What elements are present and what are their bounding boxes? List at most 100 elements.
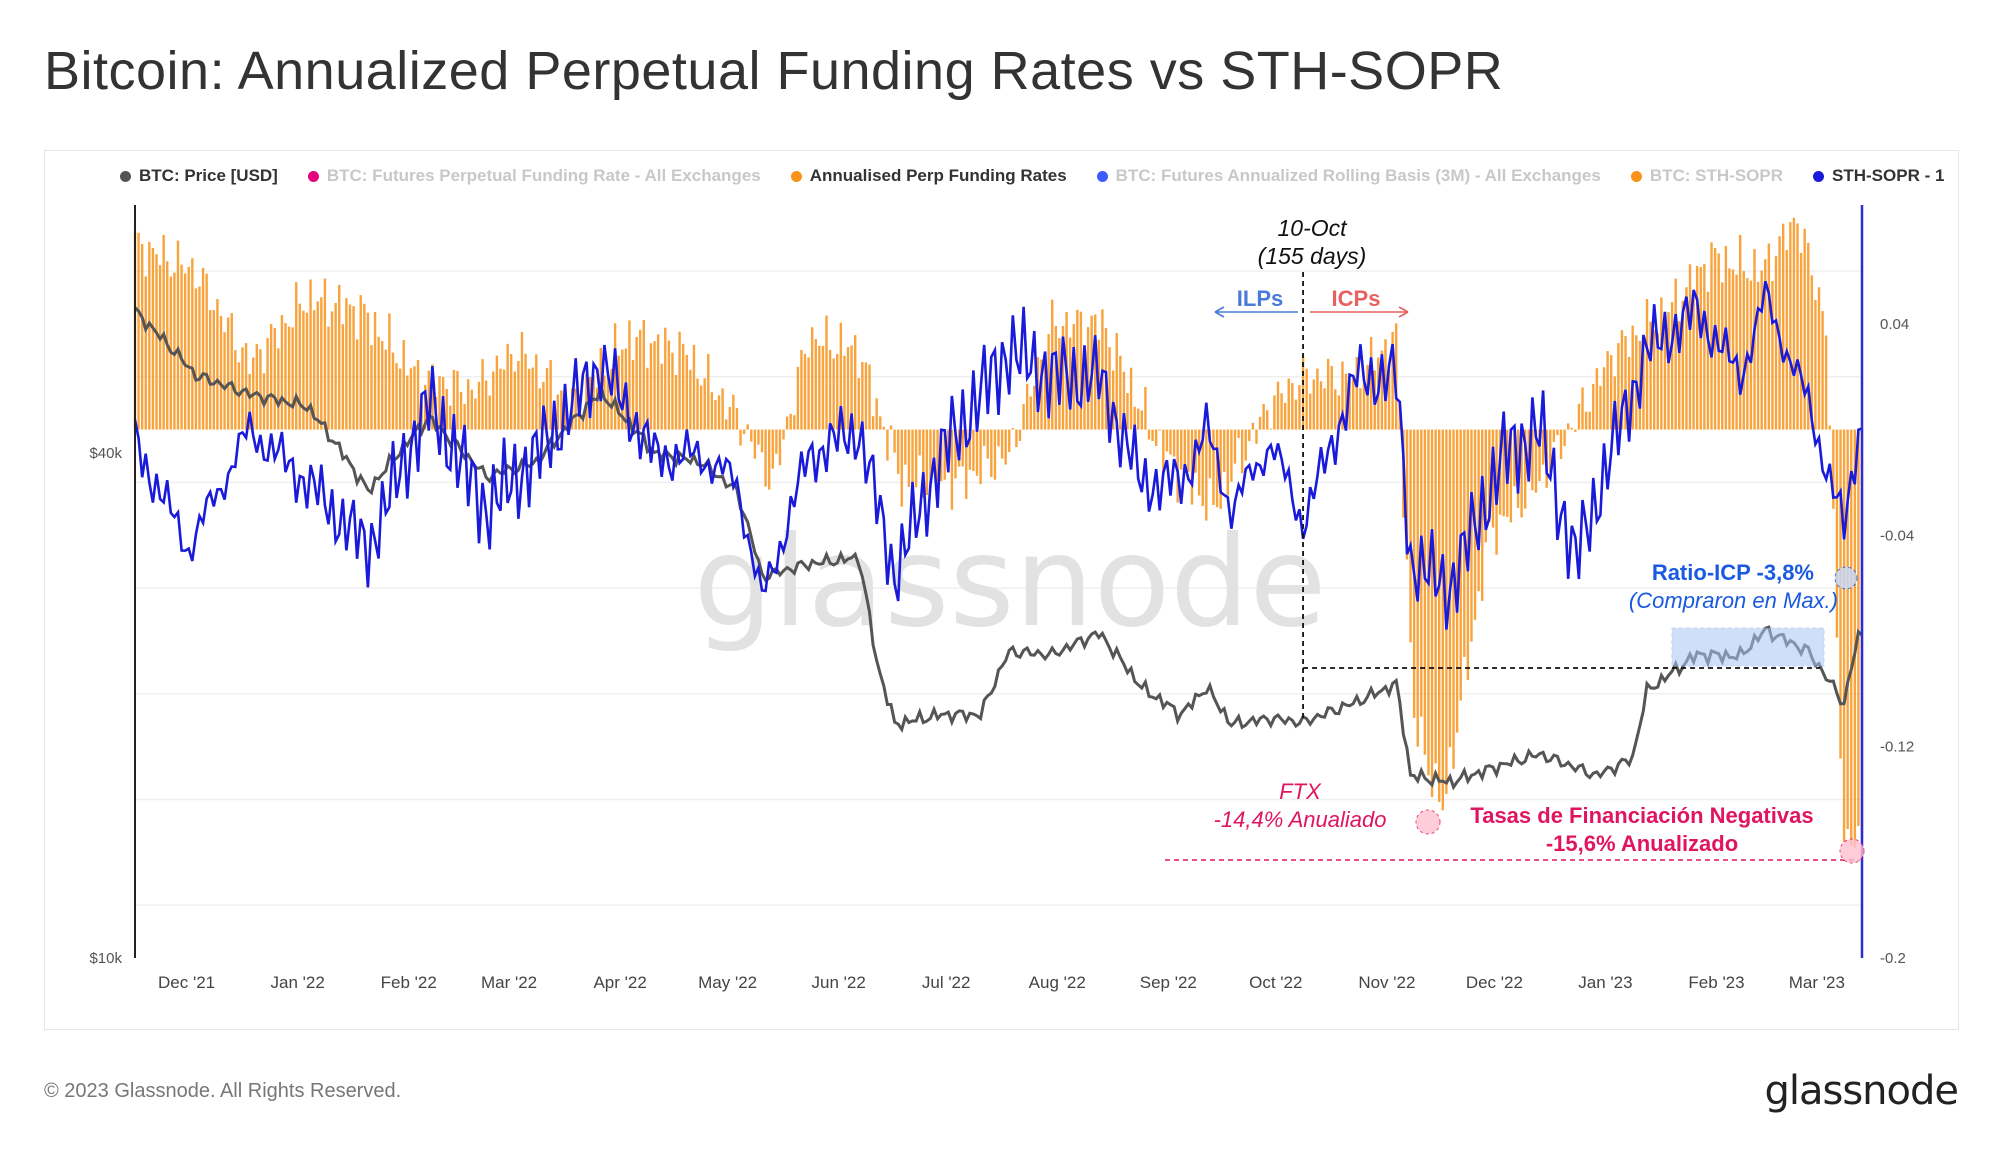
funding-bar <box>219 315 223 430</box>
funding-bar <box>506 343 509 430</box>
funding-bar <box>291 327 294 430</box>
funding-bar <box>871 416 875 430</box>
funding-bar <box>1226 429 1230 496</box>
right-tick-label: 0.04 <box>1880 316 1909 333</box>
funding-bar <box>1538 429 1541 482</box>
funding-bar <box>148 241 151 430</box>
legend-dot-icon <box>120 170 131 182</box>
funding-bar <box>656 334 660 430</box>
icps-arrowhead <box>1398 306 1409 318</box>
funding-bar <box>1756 281 1760 430</box>
funding-bar <box>481 359 484 430</box>
funding-bar <box>284 323 287 430</box>
funding-bar <box>1262 403 1265 430</box>
funding-bar <box>857 378 860 430</box>
funding-bar <box>560 390 563 430</box>
legend-item-annualised-funding[interactable]: Annualised Perp Funding Rates <box>790 166 1067 186</box>
funding-bar <box>1316 368 1319 430</box>
funding-bar <box>760 429 764 453</box>
legend-dot-icon <box>307 170 319 182</box>
funding-bar <box>488 395 491 430</box>
funding-bar <box>1248 429 1251 442</box>
funding-bar <box>968 429 972 470</box>
funding-bar <box>1520 429 1523 518</box>
annotation-ftx-rate: -14,4% Anualiado <box>1214 807 1387 832</box>
funding-bar <box>1710 242 1713 430</box>
funding-bar <box>1140 410 1144 430</box>
funding-bar <box>298 303 302 430</box>
funding-bar <box>1355 357 1358 430</box>
funding-bar <box>1187 429 1190 472</box>
x-tick-label: Jan '23 <box>1578 973 1632 992</box>
funding-bar <box>1660 297 1663 430</box>
funding-bar <box>212 310 216 430</box>
page-title: Bitcoin: Annualized Perpetual Funding Ra… <box>44 41 1504 101</box>
funding-bar <box>1233 429 1237 464</box>
funding-bar <box>1076 309 1079 430</box>
funding-bar <box>1047 334 1050 430</box>
funding-bar <box>1201 429 1204 507</box>
funding-bar <box>1269 428 1273 430</box>
funding-bar <box>345 298 348 430</box>
funding-bar <box>800 350 803 430</box>
funding-bar <box>1817 287 1821 430</box>
funding-bar <box>1298 385 1301 430</box>
legend-item-sth-sopr[interactable]: BTC: STH-SOPR <box>1630 166 1784 186</box>
funding-bar <box>592 375 595 430</box>
legend-label: Annualised Perp Funding Rates <box>809 166 1067 185</box>
funding-bar <box>1133 406 1136 430</box>
funding-bar <box>1158 429 1161 431</box>
funding-bar <box>1348 381 1351 430</box>
funding-bar <box>732 394 735 430</box>
legend-label: BTC: STH-SOPR <box>1649 166 1784 185</box>
x-tick-label: Oct '22 <box>1249 973 1302 992</box>
funding-bar <box>1821 311 1824 430</box>
funding-bar <box>1219 429 1222 509</box>
funding-bar <box>1735 274 1738 430</box>
funding-bar <box>703 378 706 430</box>
funding-bar <box>305 312 309 430</box>
funding-bar <box>1627 356 1631 430</box>
funding-bar <box>1509 429 1513 523</box>
funding-bar <box>717 395 721 430</box>
funding-bar <box>140 244 144 430</box>
funding-bar <box>266 338 269 430</box>
legend-item-price[interactable]: BTC: Price [USD] <box>120 166 278 186</box>
funding-bar <box>685 354 688 430</box>
x-tick-label: Mar '22 <box>481 973 537 992</box>
funding-bar <box>395 363 398 430</box>
funding-bar <box>302 310 305 430</box>
funding-bar <box>750 429 753 442</box>
legend-dot-icon <box>1096 170 1108 182</box>
funding-bar <box>173 272 176 430</box>
funding-bar <box>520 331 524 430</box>
x-tick-label: Jun '22 <box>812 973 866 992</box>
funding-bar <box>997 429 1000 447</box>
negative-funding-marker-circle <box>1839 838 1865 864</box>
funding-bar <box>524 353 527 430</box>
funding-bar <box>427 370 431 430</box>
funding-bar <box>438 376 441 430</box>
funding-bar <box>1731 269 1735 430</box>
legend-item-sth-sopr-minus-1[interactable]: STH-SOPR - 1 <box>1813 166 1944 186</box>
funding-bar <box>810 327 814 430</box>
funding-bar <box>1599 385 1602 430</box>
funding-bar <box>363 303 366 430</box>
legend-item-rolling-basis[interactable]: BTC: Futures Annualized Rolling Basis (3… <box>1096 166 1601 186</box>
funding-bar <box>259 349 262 430</box>
funding-bar <box>1011 428 1015 430</box>
funding-bar <box>456 371 459 430</box>
funding-bar <box>1312 379 1316 430</box>
funding-bar <box>1452 429 1455 769</box>
funding-bar <box>1273 395 1276 430</box>
legend-item-funding-rate[interactable]: BTC: Futures Perpetual Funding Rate - Al… <box>307 166 761 186</box>
glassnode-logo[interactable]: glassnode <box>1764 1068 1959 1114</box>
funding-bar <box>1215 429 1219 508</box>
funding-bar <box>1244 429 1247 461</box>
funding-bar <box>1767 243 1771 430</box>
funding-bar <box>1283 402 1287 430</box>
funding-bar <box>1176 429 1179 503</box>
funding-bar <box>373 311 377 430</box>
funding-bar <box>366 312 370 430</box>
